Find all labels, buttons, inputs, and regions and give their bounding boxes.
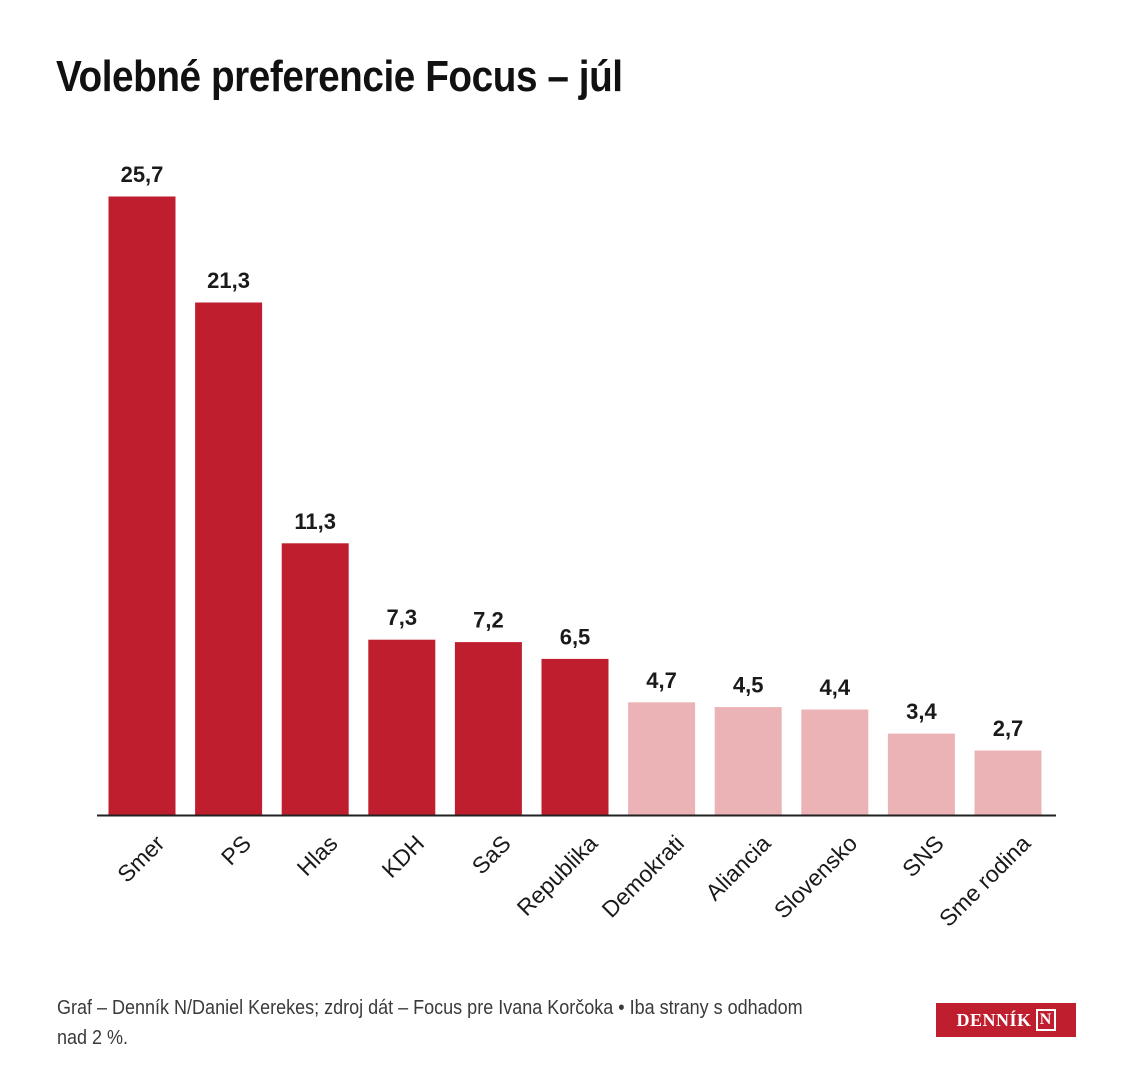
bar-aliancia	[713, 706, 783, 816]
x-tick-label: PS	[216, 830, 256, 870]
bar-demokrati	[627, 701, 697, 816]
bar-slovensko	[800, 708, 870, 816]
bar-republika	[540, 657, 610, 816]
bar-kdh	[367, 638, 437, 816]
bar-hlas	[280, 542, 350, 816]
logo-wordmark: DENNÍK	[956, 1009, 1032, 1030]
value-label: 21,3	[207, 268, 250, 293]
bar-sas	[453, 641, 523, 816]
value-label: 7,2	[473, 608, 504, 633]
value-label: 4,4	[820, 675, 851, 700]
x-tick-label: Aliancia	[700, 830, 775, 905]
bar-ps	[194, 301, 264, 816]
value-label: 25,7	[121, 162, 164, 187]
x-tick-label: Republika	[512, 830, 603, 921]
bar-sme-rodina	[973, 749, 1043, 816]
value-label: 2,7	[993, 716, 1024, 741]
x-tick-label: Sme rodina	[934, 830, 1036, 932]
logo-n-mark: N	[1035, 1009, 1056, 1031]
bars-group	[107, 195, 1043, 816]
value-label: 7,3	[387, 605, 418, 630]
x-tick-label: Smer	[112, 830, 169, 887]
dennik-n-logo: DENNÍK N	[936, 1003, 1076, 1037]
x-tick-label: KDH	[376, 830, 429, 883]
chart-footer-source: Graf – Denník N/Daniel Kerekes; zdroj dá…	[57, 997, 803, 1049]
value-labels-group: 25,7 21,3 11,3 7,3 7,2 6,5 4,7 4,5 4,4 3,4 2,7	[121, 162, 1024, 741]
value-label: 3,4	[906, 699, 937, 724]
x-tick-label: SNS	[897, 830, 949, 882]
value-label: 4,7	[646, 668, 677, 693]
bar-chart: 25,7 21,3 11,3 7,3 7,2 6,5 4,7 4,5 4,4 3,4 2,7 Sme…	[97, 162, 1056, 932]
x-tick-label: SaS	[467, 830, 516, 879]
value-label: 11,3	[294, 509, 336, 534]
bar-smer	[107, 195, 177, 816]
bar-sns	[886, 732, 956, 816]
x-tick-label: Demokrati	[597, 830, 689, 922]
value-label: 4,5	[733, 673, 764, 698]
x-tick-label: Hlas	[292, 830, 343, 881]
x-tick-label: Slovensko	[769, 830, 862, 923]
value-label: 6,5	[560, 624, 591, 649]
chart-title: Volebné preferencie Focus – júl	[56, 52, 623, 101]
